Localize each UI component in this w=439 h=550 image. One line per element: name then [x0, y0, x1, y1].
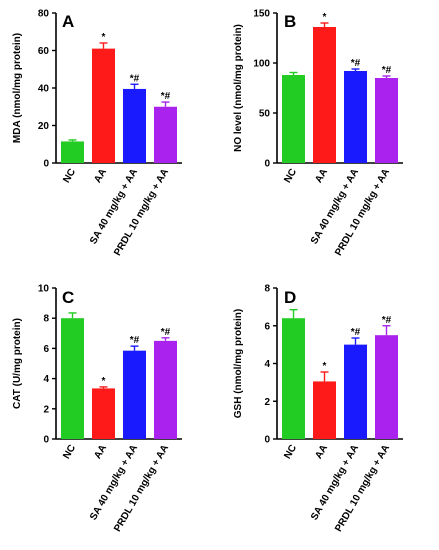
y-tick-label: 4 — [264, 359, 270, 370]
bar — [375, 335, 398, 439]
y-tick-label: 10 — [38, 284, 50, 295]
panel-letter: B — [284, 12, 296, 31]
significance-marker: *# — [130, 73, 140, 84]
y-tick-label: 6 — [43, 344, 49, 355]
x-tick-label: AA — [92, 167, 109, 185]
x-tick-label: PRDL 10 mg/kg + AA — [333, 167, 392, 258]
x-tick-label: NC — [282, 167, 299, 185]
significance-marker: *# — [161, 327, 171, 338]
x-tick-label: AA — [313, 443, 330, 461]
y-tick-label: 0 — [264, 159, 270, 170]
y-tick-label: 4 — [43, 374, 49, 385]
significance-marker: *# — [382, 315, 392, 326]
significance-marker: *# — [382, 65, 392, 76]
panel-letter: C — [62, 288, 74, 307]
x-tick-label: AA — [313, 167, 330, 185]
x-tick-label: AA — [92, 443, 109, 461]
y-tick-label: 8 — [43, 314, 49, 325]
y-tick-label: 8 — [264, 284, 270, 295]
significance-marker: * — [102, 32, 106, 43]
y-tick-label: 50 — [259, 109, 271, 120]
bar — [61, 318, 84, 439]
y-tick-label: 20 — [38, 121, 50, 132]
x-tick-label: PRDL 10 mg/kg + AA — [112, 443, 171, 534]
bar — [313, 381, 336, 439]
x-tick-label: PRDL 10 mg/kg + AA — [112, 167, 171, 258]
chart-panel-b: B 0 50 100 150 NO level (nmol/mg protein) NC * A… — [233, 9, 403, 258]
bar — [92, 388, 115, 439]
y-axis-title: CAT (U/mg protein) — [12, 318, 23, 409]
bar — [344, 344, 367, 439]
y-tick-label: 40 — [38, 84, 50, 95]
y-tick-label: 150 — [253, 9, 270, 20]
significance-marker: *# — [351, 58, 361, 69]
significance-marker: *# — [161, 91, 171, 102]
y-axis-title: MDA (nmol/mg protein) — [12, 33, 23, 143]
x-tick-label: NC — [61, 443, 78, 461]
x-tick-label: NC — [61, 167, 78, 185]
y-tick-label: 2 — [264, 397, 270, 408]
significance-marker: * — [323, 12, 327, 23]
bar — [61, 141, 84, 163]
y-tick-label: 100 — [253, 59, 270, 70]
panel-letter: A — [62, 12, 74, 31]
y-tick-label: 0 — [43, 159, 49, 170]
bar — [123, 350, 146, 439]
y-tick-label: 80 — [38, 9, 50, 20]
y-axis-title: NO level (nmol/mg protein) — [233, 24, 244, 152]
bar — [375, 78, 398, 163]
bar — [154, 340, 177, 439]
bar — [344, 71, 367, 163]
bar — [154, 106, 177, 163]
significance-marker: *# — [130, 335, 140, 346]
y-tick-label: 0 — [43, 435, 49, 446]
bar — [282, 318, 305, 439]
y-tick-label: 6 — [264, 321, 270, 332]
panel-letter: D — [284, 288, 296, 307]
bar — [123, 88, 146, 163]
significance-marker: * — [323, 361, 327, 372]
y-tick-label: 2 — [43, 404, 49, 415]
significance-marker: *# — [351, 327, 361, 338]
bar — [92, 48, 115, 163]
x-tick-label: PRDL 10 mg/kg + AA — [333, 443, 392, 534]
bar — [313, 27, 336, 163]
y-tick-label: 60 — [38, 46, 50, 57]
y-tick-label: 0 — [264, 435, 270, 446]
y-axis-title: GSH (nmol/mg protein) — [233, 309, 244, 418]
x-tick-label: NC — [282, 443, 299, 461]
significance-marker: * — [102, 376, 106, 387]
bar — [282, 75, 305, 163]
